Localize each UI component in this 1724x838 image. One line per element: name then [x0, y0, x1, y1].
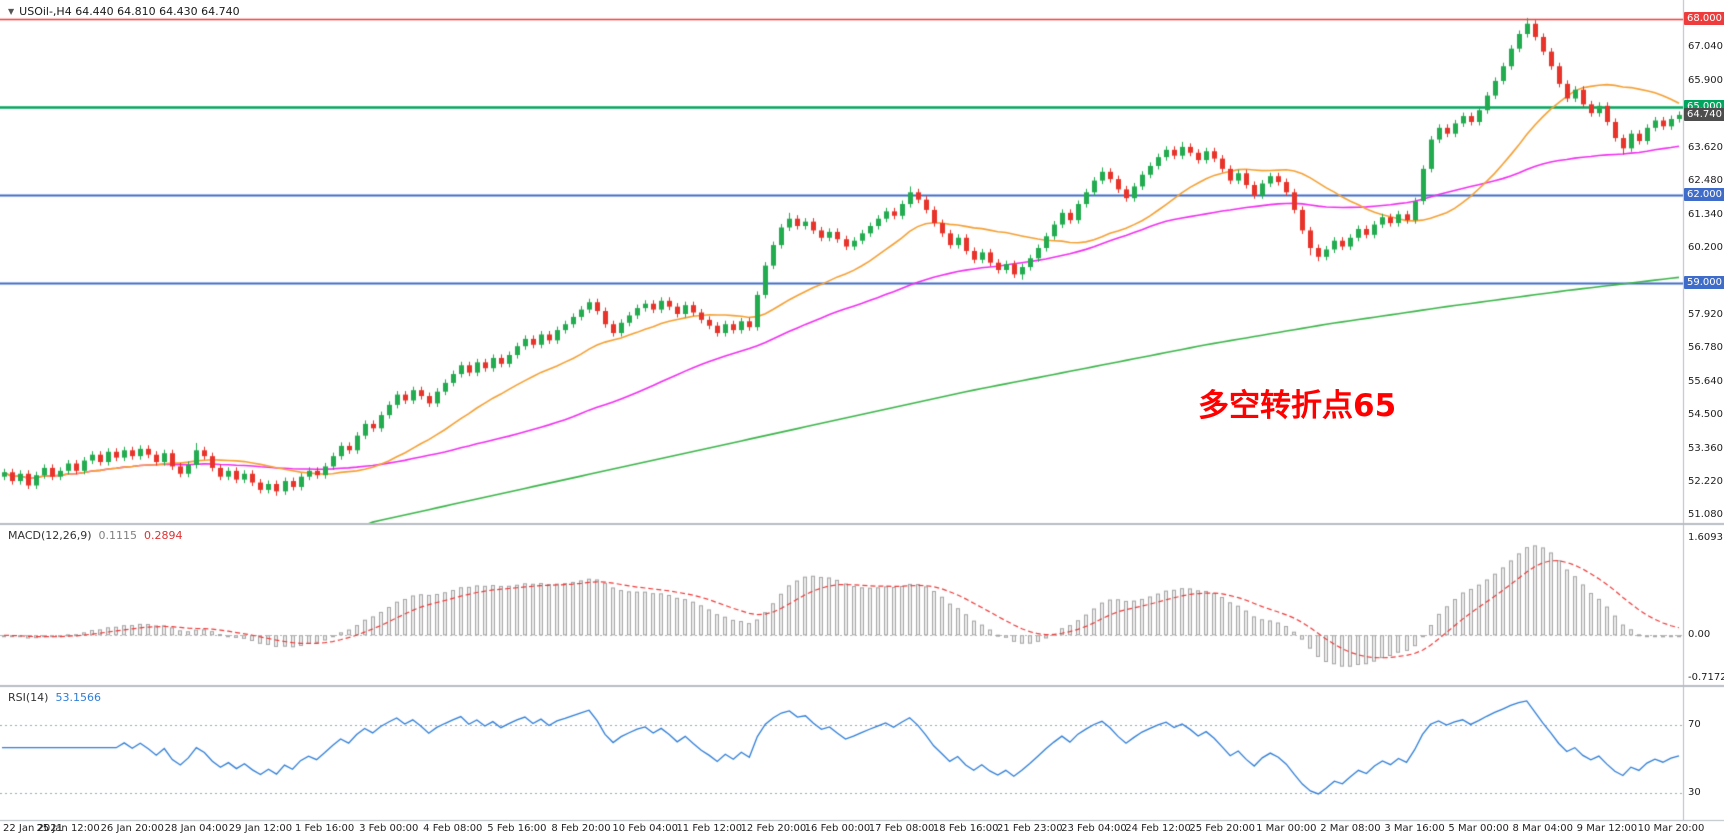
- chart-canvas[interactable]: [0, 0, 1724, 838]
- trading-chart-window: ▼ USOil-,H4 64.440 64.810 64.430 64.740 M…: [0, 0, 1724, 838]
